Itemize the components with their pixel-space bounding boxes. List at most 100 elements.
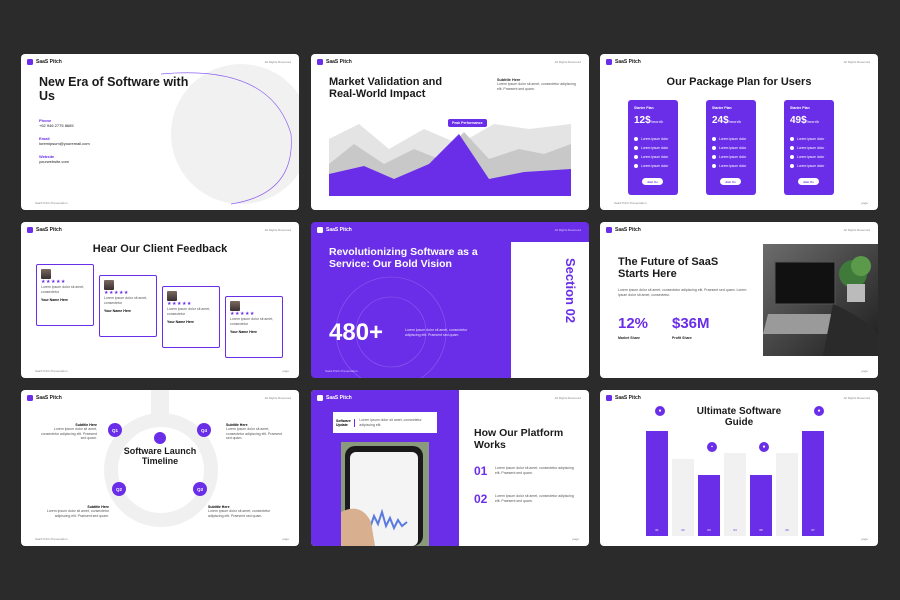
- step-number-2: 02: [474, 492, 488, 506]
- body-text: Lorem ipsum dolor sit amet, consectetur …: [405, 328, 468, 337]
- guide-bar: [646, 431, 668, 536]
- check-icon: [634, 164, 638, 168]
- footer: SaaS Pitch Presentation: [35, 537, 68, 541]
- stat-profit-share-label: Profit Share: [672, 336, 692, 340]
- slide-6[interactable]: SaaS Pitch All Rights Reserved The Futur…: [600, 222, 878, 378]
- rights: All Rights Reserved: [264, 396, 291, 400]
- brand: SaaS Pitch: [606, 395, 641, 401]
- check-icon: [790, 164, 794, 168]
- logo-icon: [27, 59, 33, 65]
- phone-label: Phone: [39, 118, 52, 123]
- feature: Lorem ipsum dolor: [634, 164, 668, 168]
- rights: All Rights Reserved: [554, 228, 581, 232]
- rights: All Rights Reserved: [264, 60, 291, 64]
- slide-title: Software Launch Timeline: [123, 446, 197, 466]
- logo-icon: [606, 395, 612, 401]
- slide-title: Ultimate Software Guide: [696, 406, 782, 428]
- rights: All Rights Reserved: [843, 396, 870, 400]
- feature: Lorem ipsum dolor: [712, 155, 746, 159]
- logo-icon: [606, 59, 612, 65]
- slide-title: New Era of Software with Us: [39, 75, 189, 103]
- plan-card-2: Starter Plan 24$/month Lorem ipsum dolor…: [706, 100, 756, 195]
- reviewer-name: Your Name Here: [41, 298, 68, 303]
- email-label: Email: [39, 136, 50, 141]
- peak-label: Peak Performance: [448, 119, 487, 127]
- slide-2[interactable]: SaaS Pitch All Rights Reserved Market Va…: [311, 54, 589, 210]
- footer: SaaS Pitch Presentation: [35, 201, 68, 205]
- logo-icon: [317, 227, 323, 233]
- user-icon: ●: [814, 406, 824, 416]
- logo-icon: [27, 227, 33, 233]
- avatar: [230, 301, 240, 311]
- feature: Lorem ipsum dolor: [634, 146, 668, 150]
- section-panel: [511, 242, 589, 378]
- join-button[interactable]: Join Us: [642, 178, 663, 185]
- plan-name: Starter Plan: [712, 106, 732, 110]
- subtitle: Subtitle Here: [497, 78, 521, 82]
- rating-stars: ★★★★★: [41, 279, 66, 285]
- step-text-1: Lorem ipsum dolor sit amet, consectetur …: [495, 466, 574, 475]
- brand: SaaS Pitch: [606, 59, 641, 65]
- check-icon: [634, 137, 638, 141]
- slide-7[interactable]: SaaS Pitch All Rights Reserved Software …: [21, 390, 299, 546]
- page-number: page: [282, 537, 289, 541]
- rating-stars: ★★★★★: [167, 301, 192, 307]
- subtitle: Subtitle Here: [75, 423, 97, 427]
- plan-price: 12$/month: [634, 115, 663, 126]
- slide-title: How Our Platform Works: [474, 427, 564, 451]
- section-label: Section 02: [563, 258, 578, 324]
- testimonial-card: ★★★★★ Lorem ipsum dolor sit amet, consec…: [225, 296, 283, 358]
- check-icon: [712, 155, 716, 159]
- check-icon: [790, 155, 794, 159]
- stat-market-share: 12%: [618, 315, 649, 332]
- slide-5[interactable]: SaaS Pitch All Rights Reserved Revolutio…: [311, 222, 589, 378]
- slide-1[interactable]: SaaS Pitch All Rights Reserved New Era o…: [21, 54, 299, 210]
- chat-icon: ●: [759, 442, 769, 452]
- feature: Lorem ipsum dolor: [634, 137, 668, 141]
- rights: All Rights Reserved: [554, 396, 581, 400]
- feature: Lorem ipsum dolor: [790, 137, 824, 141]
- update-box: Software Update Lorem ipsum dolor sit am…: [333, 412, 437, 433]
- testimonial-card: ★★★★★ Lorem ipsum dolor sit amet, consec…: [99, 275, 157, 337]
- brand: SaaS Pitch: [606, 227, 641, 233]
- plan-card-1: Starter Plan 12$/month Lorem ipsum dolor…: [628, 100, 678, 195]
- slide-3[interactable]: SaaS Pitch All Rights Reserved Our Packa…: [600, 54, 878, 210]
- slide-title: Hear Our Client Feedback: [92, 243, 228, 255]
- reviewer-name: Your Name Here: [230, 330, 257, 335]
- feature: Lorem ipsum dolor: [712, 146, 746, 150]
- join-button[interactable]: Join Us: [720, 178, 741, 185]
- feature: Lorem ipsum dolor: [790, 155, 824, 159]
- rights: All Rights Reserved: [843, 228, 870, 232]
- plan-card-3: Starter Plan 49$/month Lorem ipsum dolor…: [784, 100, 834, 195]
- bar-label: 07: [811, 528, 815, 532]
- feature: Lorem ipsum dolor: [634, 155, 668, 159]
- website-value: yourwebsite.com: [39, 159, 70, 164]
- reviewer-name: Your Name Here: [167, 320, 194, 325]
- slide-9[interactable]: SaaS Pitch All Rights Reserved Ultimate …: [600, 390, 878, 546]
- avatar: [167, 291, 177, 301]
- review-text: Lorem ipsum dolor sit amet, consectetur: [104, 296, 148, 305]
- stat-profit-share: $36M: [672, 315, 710, 332]
- step-text-2: Lorem ipsum dolor sit amet, consectetur …: [495, 494, 574, 503]
- email-value: loremipsum@youremail.com: [39, 141, 90, 146]
- page-number: page: [572, 537, 579, 541]
- rights: All Rights Reserved: [843, 60, 870, 64]
- bar-label: 06: [785, 528, 789, 532]
- slide-4[interactable]: SaaS Pitch All Rights Reserved Hear Our …: [21, 222, 299, 378]
- feature: Lorem ipsum dolor: [712, 137, 746, 141]
- join-button[interactable]: Join Us: [798, 178, 819, 185]
- page-number: page: [861, 369, 868, 373]
- review-text: Lorem ipsum dolor sit amet, consectetur: [230, 317, 274, 326]
- brand: SaaS Pitch: [27, 395, 62, 401]
- plan-name: Starter Plan: [790, 106, 810, 110]
- guide-bar: [802, 431, 824, 536]
- page-number: page: [861, 537, 868, 541]
- review-text: Lorem ipsum dolor sit amet, consectetur: [167, 307, 211, 316]
- subtitle: Subtitle Here: [226, 423, 248, 427]
- q3-badge: Q3: [193, 482, 207, 496]
- guide-bar: [750, 475, 772, 536]
- logo-icon: [27, 395, 33, 401]
- body-text: Lorem ipsum dolor sit amet, consectetur …: [40, 427, 97, 441]
- guide-bar: [672, 459, 694, 536]
- slide-8[interactable]: SaaS Pitch All Rights Reserved Software …: [311, 390, 589, 546]
